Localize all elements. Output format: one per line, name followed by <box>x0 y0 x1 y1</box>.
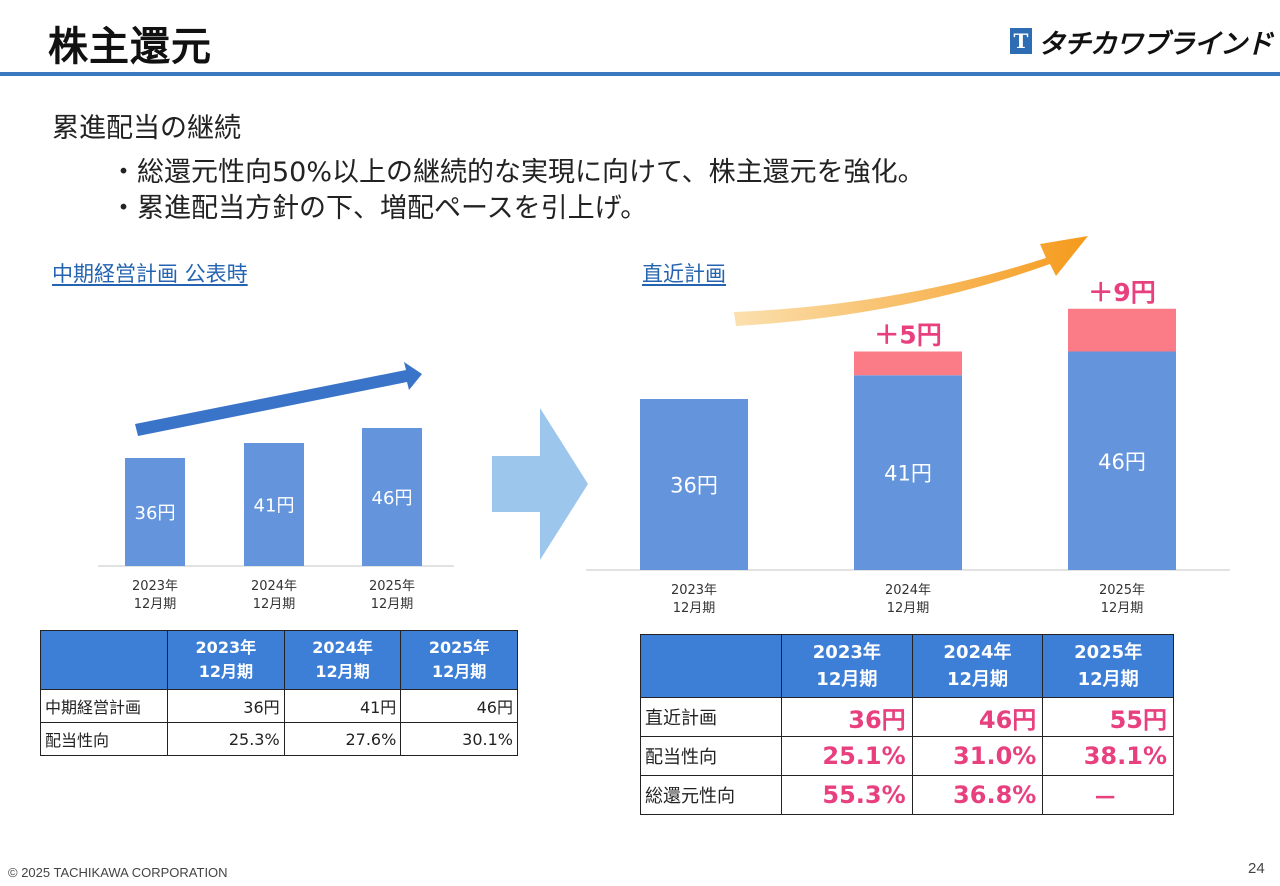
page-number: 24 <box>1248 860 1265 877</box>
table-cell: 25.3% <box>167 722 285 756</box>
right-plan-table: 2023年 12月期 2024年 12月期 2025年 12月期 直近計画 36… <box>640 634 1174 815</box>
bar-value-label: 46円 <box>372 488 413 509</box>
table-cell: － <box>1042 775 1174 815</box>
section-subtitle: 累進配当の継続 <box>52 113 241 144</box>
table-cell: 36.8% <box>911 775 1044 815</box>
table-row: 直近計画 36円 46円 55円 <box>640 697 1174 737</box>
row-label: 直近計画 <box>640 697 782 737</box>
bar-value-label: 41円 <box>884 462 932 486</box>
row-label: 中期経営計画 <box>40 689 168 723</box>
row-label: 配当性向 <box>40 722 168 756</box>
x-tick-label: 2023年 12月期 <box>671 583 717 616</box>
table-header-cell: 2023年 12月期 <box>167 630 285 690</box>
x-tick-label: 2024年 12月期 <box>251 579 297 612</box>
table-cell: 46円 <box>911 697 1044 737</box>
bar <box>854 375 962 570</box>
bar <box>125 458 185 566</box>
bar <box>640 399 748 570</box>
logo-text: タチカワブラインド <box>1038 28 1273 60</box>
bar-value-label: 36円 <box>135 503 176 524</box>
table-header-cell: 2025年 12月期 <box>1042 634 1174 698</box>
right-chart-label: 直近計画 <box>642 262 726 286</box>
table-header-blank <box>40 630 168 690</box>
x-tick-label: 2024年 12月期 <box>885 583 931 616</box>
bar <box>362 428 422 566</box>
left-plan-table: 2023年 12月期 2024年 12月期 2025年 12月期 中期経営計画 … <box>40 630 518 756</box>
table-cell: 55.3% <box>781 775 913 815</box>
left-chart-label: 中期経営計画 公表時 <box>52 262 248 286</box>
bullet-item: ・累進配当方針の下、増配ペースを引上げ。 <box>110 193 648 224</box>
bullet-item: ・総還元性向50%以上の継続的な実現に向けて、株主還元を強化。 <box>110 157 925 188</box>
x-tick-label: 2025年 12月期 <box>369 579 415 612</box>
company-logo: T タチカワブラインド <box>1010 24 1273 60</box>
right-chart-plot: 36円 2023年 12月期 41円 ＋5円 2024年 12月期 46円 ＋9円 2025年 12… <box>640 278 1176 616</box>
table-cell: 27.6% <box>283 722 402 756</box>
table-row: 配当性向 25.3% 27.6% 30.1% <box>40 722 518 756</box>
table-cell: 30.1% <box>400 722 518 756</box>
table-row: 中期経営計画 36円 41円 46円 <box>40 689 518 723</box>
row-label: 総還元性向 <box>640 775 782 815</box>
logo-mark-icon: T <box>1010 28 1032 54</box>
copyright-footer: © 2025 TACHIKAWA CORPORATION <box>8 865 228 880</box>
row-label: 配当性向 <box>640 736 782 776</box>
left-chart-plot: 36円 2023年 12月期 41円 2024年 12月期 46円 2025年 12月期 <box>125 428 422 612</box>
increase-bar <box>1068 308 1176 352</box>
page-title: 株主還元 <box>48 24 212 70</box>
x-tick-label: 2023年 12月期 <box>132 579 178 612</box>
left-trend-arrow <box>135 362 422 436</box>
table-cell: 36円 <box>781 697 913 737</box>
table-cell: 41円 <box>283 689 402 723</box>
table-header-row: 2023年 12月期 2024年 12月期 2025年 12月期 <box>640 634 1174 698</box>
header-divider <box>0 72 1280 76</box>
table-row: 配当性向 25.1% 31.0% 38.1% <box>640 736 1174 776</box>
table-header-blank <box>640 634 782 698</box>
table-header-row: 2023年 12月期 2024年 12月期 2025年 12月期 <box>40 630 518 690</box>
table-header-cell: 2025年 12月期 <box>400 630 518 690</box>
table-cell: 36円 <box>167 689 285 723</box>
table-header-cell: 2024年 12月期 <box>911 634 1044 698</box>
increase-bar <box>854 351 962 376</box>
right-trend-arrow <box>734 236 1088 326</box>
bar <box>244 443 304 566</box>
increase-label: ＋5円 <box>874 321 941 350</box>
bar <box>1068 351 1176 570</box>
table-header-cell: 2023年 12月期 <box>781 634 913 698</box>
bar-value-label: 46円 <box>1098 450 1146 474</box>
table-cell: 31.0% <box>911 736 1044 776</box>
table-cell: 25.1% <box>781 736 913 776</box>
bar-value-label: 41円 <box>254 496 295 517</box>
table-cell: 38.1% <box>1042 736 1174 776</box>
table-row: 総還元性向 55.3% 36.8% － <box>640 775 1174 815</box>
increase-label: ＋9円 <box>1088 278 1155 307</box>
table-header-cell: 2024年 12月期 <box>283 630 402 690</box>
table-cell: 46円 <box>400 689 518 723</box>
transition-arrow <box>492 408 588 560</box>
x-tick-label: 2025年 12月期 <box>1099 583 1145 616</box>
bar-value-label: 36円 <box>670 474 718 498</box>
table-cell: 55円 <box>1042 697 1174 737</box>
